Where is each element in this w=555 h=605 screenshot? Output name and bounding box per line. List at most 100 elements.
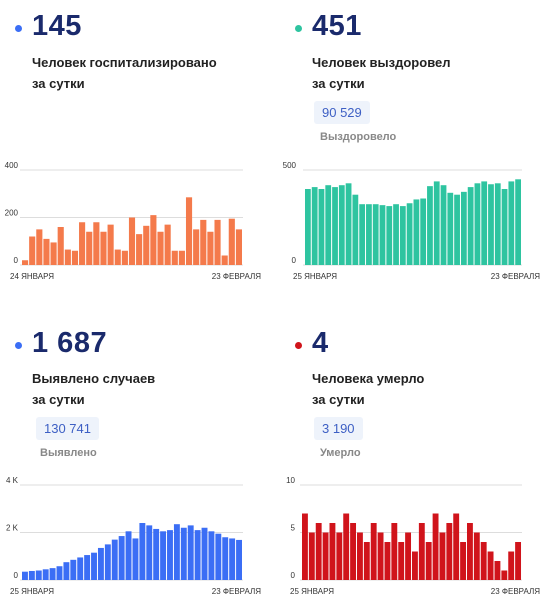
bar	[322, 532, 329, 580]
recovered-total-badge: 90 529	[314, 101, 370, 124]
bar	[487, 551, 494, 580]
bar	[433, 181, 440, 265]
bar	[56, 566, 63, 580]
bar	[467, 187, 474, 265]
cases-total-badge: 130 741	[36, 417, 99, 440]
x-axis-start-label: 24 ЯНВАРЯ	[10, 272, 54, 281]
y-tick-label: 0	[14, 571, 19, 580]
deaths-number: 4	[312, 327, 329, 359]
bar	[329, 523, 336, 580]
deaths-caption-line1: Человека умерло	[312, 371, 425, 386]
y-tick-label: 0	[291, 571, 296, 580]
bar	[178, 250, 185, 265]
bar	[93, 222, 100, 265]
x-axis-end-label: 23 ФЕВРАЛЯ	[212, 587, 261, 596]
bar	[460, 191, 467, 265]
bar	[494, 183, 501, 265]
bar	[200, 219, 207, 266]
bar	[100, 231, 107, 265]
hospitalized-caption-line2: за сутки	[32, 76, 85, 91]
bar	[28, 570, 35, 580]
bar	[171, 250, 178, 265]
bar	[447, 192, 454, 265]
bar	[350, 523, 357, 580]
bar	[384, 542, 391, 580]
cases-panel: 1 687 Выявлено случаев за сутки 130 741 …	[0, 310, 270, 605]
bar	[121, 250, 128, 265]
bar	[406, 203, 413, 265]
bar	[139, 523, 146, 580]
bar	[207, 231, 214, 265]
bar	[160, 531, 167, 580]
x-axis-start-label: 25 ЯНВАРЯ	[290, 587, 334, 596]
bar	[229, 538, 236, 580]
bar	[302, 513, 308, 580]
x-axis-start-label: 25 ЯНВАРЯ	[10, 587, 54, 596]
bar	[440, 185, 447, 265]
bar	[515, 542, 522, 580]
bar	[228, 218, 235, 265]
bar	[412, 551, 418, 580]
bar	[405, 532, 412, 580]
bar	[194, 530, 201, 581]
bar	[104, 544, 111, 581]
bar	[71, 250, 79, 265]
bar	[236, 539, 242, 580]
bar	[235, 229, 242, 266]
bar	[453, 513, 460, 580]
deaths-dot-icon	[295, 342, 302, 349]
recovered-number: 451	[312, 10, 362, 42]
x-axis-end-label: 23 ФЕВРАЛЯ	[212, 272, 261, 281]
bar	[325, 185, 332, 265]
bar	[318, 189, 325, 265]
bar	[22, 260, 29, 265]
deaths-total-badge: 3 190	[314, 417, 363, 440]
bar	[70, 559, 77, 580]
bar	[474, 183, 481, 265]
bar	[377, 532, 384, 580]
bar	[36, 229, 43, 266]
bar	[446, 523, 453, 580]
bar	[222, 537, 229, 580]
cases-chart: 0 2 K 4 K 25 ЯНВАРЯ 23 ФЕВРАЛЯ	[6, 476, 261, 596]
bar	[494, 561, 501, 580]
bar	[413, 199, 420, 265]
bar	[439, 532, 446, 580]
bar	[332, 187, 338, 265]
recovered-caption: Человек выздоровел за сутки	[312, 52, 451, 94]
y-tick-label: 200	[5, 209, 19, 218]
bar	[79, 222, 86, 265]
bar	[215, 533, 222, 580]
bar	[77, 557, 84, 580]
bar	[132, 538, 139, 580]
recovered-dot-icon	[295, 25, 302, 32]
bar	[508, 181, 515, 265]
bar	[336, 532, 343, 580]
bar	[35, 570, 42, 580]
bar	[370, 523, 377, 580]
bar	[180, 527, 187, 580]
bar	[399, 206, 406, 265]
bar	[150, 215, 157, 266]
bar	[50, 242, 57, 265]
bar	[460, 542, 467, 580]
bar	[454, 194, 460, 265]
cases-dot-icon	[15, 342, 22, 349]
bar	[432, 513, 439, 580]
bar	[357, 532, 363, 580]
y-tick-label: 4 K	[6, 476, 19, 485]
bar	[136, 234, 143, 266]
bar	[42, 569, 49, 580]
bar	[473, 532, 480, 580]
y-tick-label: 0	[14, 256, 19, 265]
bar	[157, 231, 164, 265]
bar	[185, 197, 193, 265]
bar	[363, 542, 370, 580]
cases-total-label: Выявлено	[40, 447, 97, 459]
y-tick-label: 2 K	[6, 524, 19, 533]
bar	[315, 523, 322, 580]
x-axis-start-label: 25 ЯНВАРЯ	[293, 272, 337, 281]
bar	[91, 552, 97, 580]
bar	[391, 523, 398, 580]
bar	[146, 525, 153, 581]
